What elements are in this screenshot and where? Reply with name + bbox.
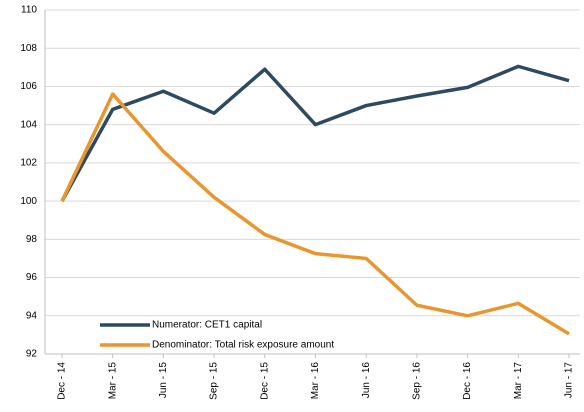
x-tick-label: Mar - 16	[310, 362, 321, 400]
y-tick-label: 94	[26, 310, 38, 321]
y-tick-label: 100	[20, 196, 37, 207]
y-tick-label: 108	[20, 43, 37, 54]
x-tick-label: Sep - 15	[209, 362, 220, 400]
legend-label: Numerator: CET1 capital	[152, 320, 262, 331]
y-tick-label: 104	[20, 119, 37, 130]
x-tick-label: Sep - 16	[412, 362, 423, 400]
y-tick-label: 110	[21, 5, 37, 16]
x-tick-label: Jun - 16	[361, 362, 372, 399]
y-tick-label: 92	[26, 349, 38, 360]
x-tick-label: Mar - 15	[107, 362, 118, 400]
x-tick-label: Dec - 15	[259, 362, 270, 400]
line-series	[60, 92, 570, 336]
x-tick-label: Mar - 17	[513, 362, 524, 400]
y-tick-label: 102	[20, 158, 37, 169]
x-tick-label: Jun - 17	[564, 362, 575, 399]
y-tick-label: 98	[26, 234, 38, 245]
line-series	[60, 64, 570, 202]
y-tick-label: 96	[26, 272, 38, 283]
x-tick-label: Jun - 15	[158, 362, 169, 399]
x-tick-label: Dec - 14	[57, 362, 68, 400]
x-tick-label: Dec - 16	[462, 362, 473, 400]
legend-label: Denominator: Total risk exposure amount	[152, 340, 334, 351]
y-tick-label: 106	[20, 81, 37, 92]
